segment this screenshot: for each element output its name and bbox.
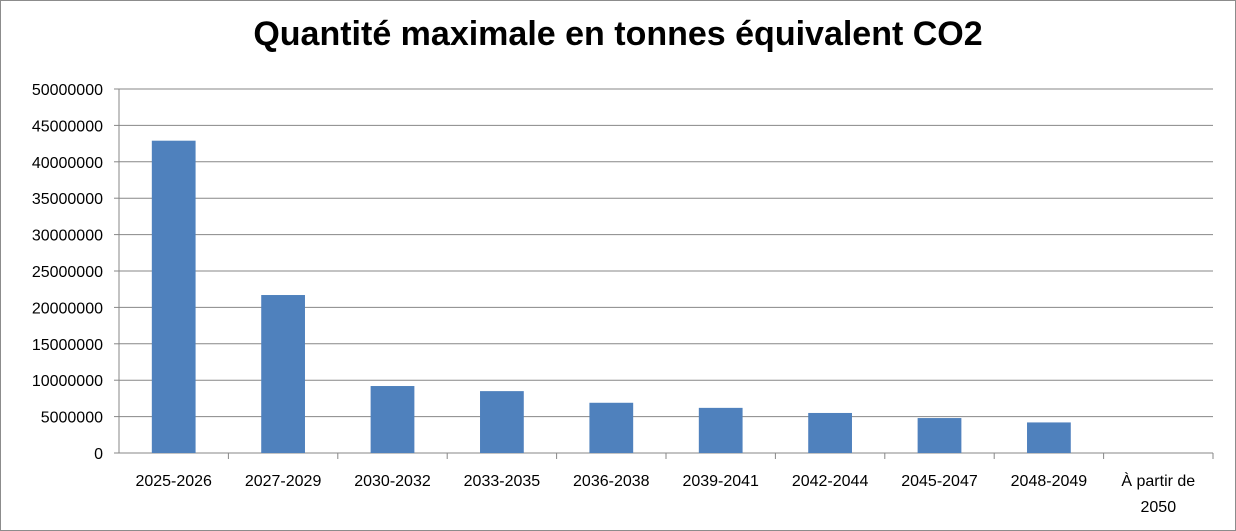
y-tick-label: 0 bbox=[94, 446, 103, 463]
bar bbox=[589, 402, 634, 453]
y-tick-label: 45000000 bbox=[32, 118, 103, 135]
chart-title: Quantité maximale en tonnes équivalent C… bbox=[253, 15, 983, 53]
x-tick-label: 2042-2044 bbox=[792, 473, 869, 490]
x-tick-label: 2039-2041 bbox=[682, 473, 759, 490]
y-tick-label: 30000000 bbox=[32, 228, 103, 245]
bar bbox=[370, 386, 415, 453]
x-tick-label: 2045-2047 bbox=[901, 473, 978, 490]
x-tick-label: À partir de 2050 bbox=[1121, 471, 1195, 516]
x-tick-label-line: À partir de bbox=[1121, 471, 1195, 490]
bar bbox=[151, 140, 196, 454]
y-tick-label: 40000000 bbox=[32, 155, 103, 172]
y-tick-label: 15000000 bbox=[32, 337, 103, 354]
y-tick-label: 25000000 bbox=[32, 264, 103, 281]
x-tick-label-line: 2050 bbox=[1141, 499, 1177, 516]
y-tick-label: 35000000 bbox=[32, 191, 103, 208]
bar bbox=[808, 412, 852, 453]
x-tick-label: 2033-2035 bbox=[464, 473, 541, 490]
y-tick-label: 20000000 bbox=[32, 300, 103, 317]
x-tick-label: 2027-2029 bbox=[245, 473, 322, 490]
x-tick-label: 2036-2038 bbox=[573, 473, 650, 490]
bar bbox=[698, 407, 743, 453]
y-tick-label: 5000000 bbox=[41, 410, 103, 427]
x-tick-label: 2025-2026 bbox=[135, 473, 212, 490]
x-tick-label: 2048-2049 bbox=[1011, 473, 1088, 490]
bar bbox=[480, 391, 524, 453]
bar bbox=[261, 295, 305, 453]
x-tick-label: 2030-2032 bbox=[354, 473, 431, 490]
y-tick-label: 50000000 bbox=[32, 82, 103, 99]
y-tick-label: 10000000 bbox=[32, 373, 103, 390]
bar bbox=[917, 418, 962, 453]
bar bbox=[1027, 422, 1071, 453]
